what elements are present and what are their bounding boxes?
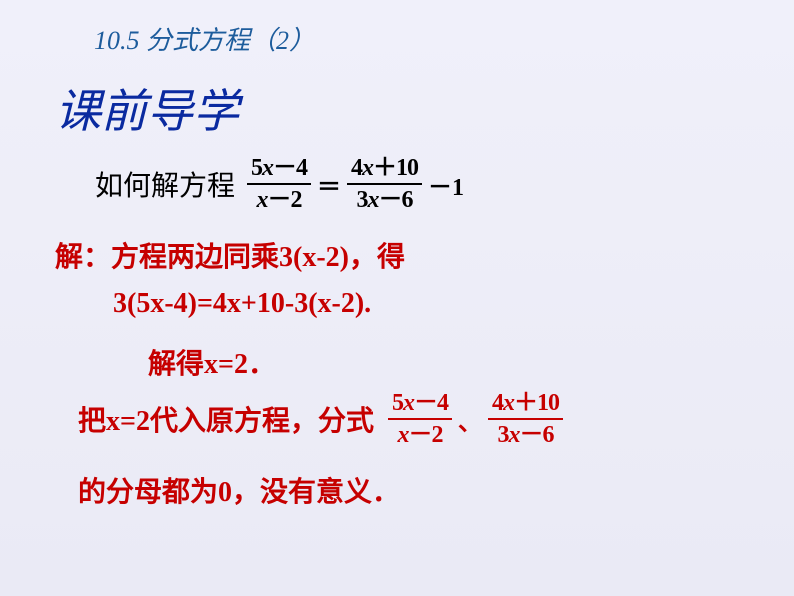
solution-line-5: 的分母都为0，没有意义．	[78, 470, 400, 510]
tail-term: －1	[428, 167, 464, 202]
prompt-text: 如何解方程	[95, 164, 235, 204]
page-title: 课前导学	[55, 75, 239, 141]
solution-line-4-text: 把x=2代入原方程，分式	[78, 399, 374, 439]
main-equation: 5x－4 x－2 ＝ 4x＋10 3x－6 －1	[243, 155, 466, 214]
fraction-4: 4x＋10 3x－6	[488, 390, 563, 449]
solution-line-3: 解得x=2．	[148, 342, 276, 382]
problem-statement: 如何解方程 5x－4 x－2 ＝ 4x＋10 3x－6 －1	[95, 155, 466, 214]
equals-sign: ＝	[317, 167, 341, 202]
fraction-1: 5x－4 x－2	[247, 155, 311, 214]
solution-line-2: 3(5x-4)=4x+10-3(x-2).	[113, 288, 371, 320]
solution-line-4: 把x=2代入原方程，分式 5x－4 x－2 、 4x＋10 3x－6	[78, 390, 567, 449]
section-number: 10.5 分式方程（2）	[94, 20, 315, 57]
fraction-3: 5x－4 x－2	[388, 390, 452, 449]
equation-2: 5x－4 x－2 、 4x＋10 3x－6	[384, 390, 567, 449]
separator: 、	[458, 402, 482, 437]
solution-line-1: 解：方程两边同乘3(x-2)，得	[55, 235, 405, 275]
fraction-2: 4x＋10 3x－6	[347, 155, 422, 214]
